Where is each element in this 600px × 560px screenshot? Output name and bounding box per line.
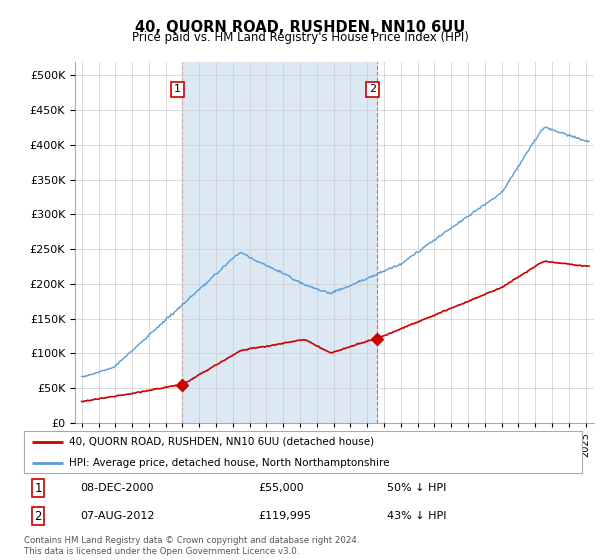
Text: 07-AUG-2012: 07-AUG-2012 xyxy=(80,511,154,521)
Text: Contains HM Land Registry data © Crown copyright and database right 2024.
This d: Contains HM Land Registry data © Crown c… xyxy=(24,536,359,556)
Bar xyxy=(182,62,377,423)
Text: 1: 1 xyxy=(34,482,42,495)
Text: 2: 2 xyxy=(34,510,42,523)
Text: 40, QUORN ROAD, RUSHDEN, NN10 6UU: 40, QUORN ROAD, RUSHDEN, NN10 6UU xyxy=(135,20,465,35)
Text: 08-DEC-2000: 08-DEC-2000 xyxy=(80,483,154,493)
Text: 43% ↓ HPI: 43% ↓ HPI xyxy=(387,511,446,521)
Text: 2: 2 xyxy=(369,85,376,95)
Text: HPI: Average price, detached house, North Northamptonshire: HPI: Average price, detached house, Nort… xyxy=(68,458,389,468)
Text: 50% ↓ HPI: 50% ↓ HPI xyxy=(387,483,446,493)
Text: £119,995: £119,995 xyxy=(259,511,311,521)
Text: £55,000: £55,000 xyxy=(259,483,304,493)
Text: 40, QUORN ROAD, RUSHDEN, NN10 6UU (detached house): 40, QUORN ROAD, RUSHDEN, NN10 6UU (detac… xyxy=(68,437,374,447)
Text: Price paid vs. HM Land Registry's House Price Index (HPI): Price paid vs. HM Land Registry's House … xyxy=(131,31,469,44)
Text: 1: 1 xyxy=(174,85,181,95)
